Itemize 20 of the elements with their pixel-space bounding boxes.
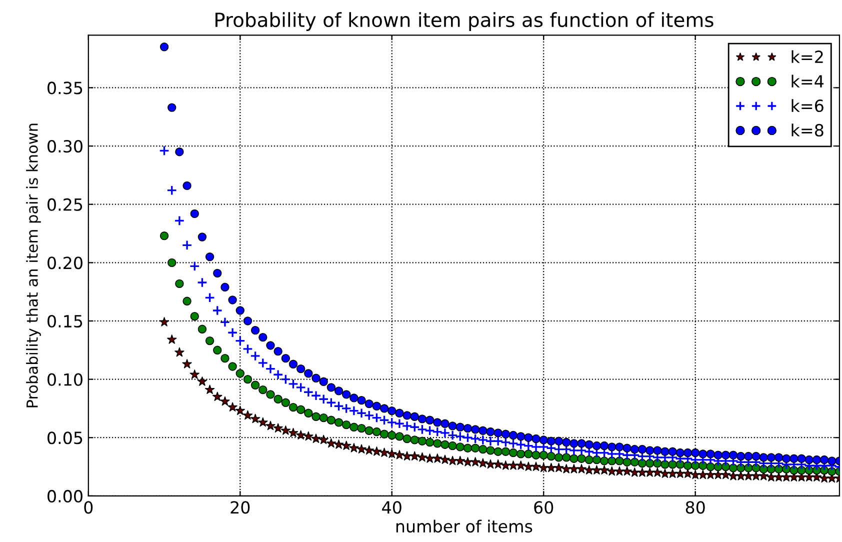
y-axis-title: Probability that an item pair is known [26, 124, 41, 408]
x-axis-title: number of items [396, 520, 532, 533]
chart-title: Probability of known item pairs as function of items [216, 12, 714, 31]
x-tick-label: 20 [230, 501, 250, 514]
y-tick-label: 0.05 [48, 432, 82, 444]
x-tick-label: 60 [534, 501, 554, 514]
x-tick-label: 80 [686, 501, 705, 514]
y-tick-label: 0.35 [48, 82, 82, 94]
y-tick-label: 0.30 [48, 140, 82, 153]
legend-label: k=8 [792, 124, 824, 137]
y-tick-label: 0.00 [48, 490, 82, 502]
y-tick-label: 0.10 [48, 373, 82, 386]
y-tick-label: 0.25 [48, 198, 82, 211]
legend-label: k=4 [792, 74, 824, 88]
legend-label: k=2 [792, 50, 823, 63]
y-tick-label: 0.20 [48, 256, 82, 270]
legend-label: k=6 [792, 99, 824, 112]
x-tick-label: 40 [382, 501, 402, 514]
y-tick-label: 0.15 [48, 314, 82, 328]
x-tick-label: 0 [84, 501, 93, 514]
